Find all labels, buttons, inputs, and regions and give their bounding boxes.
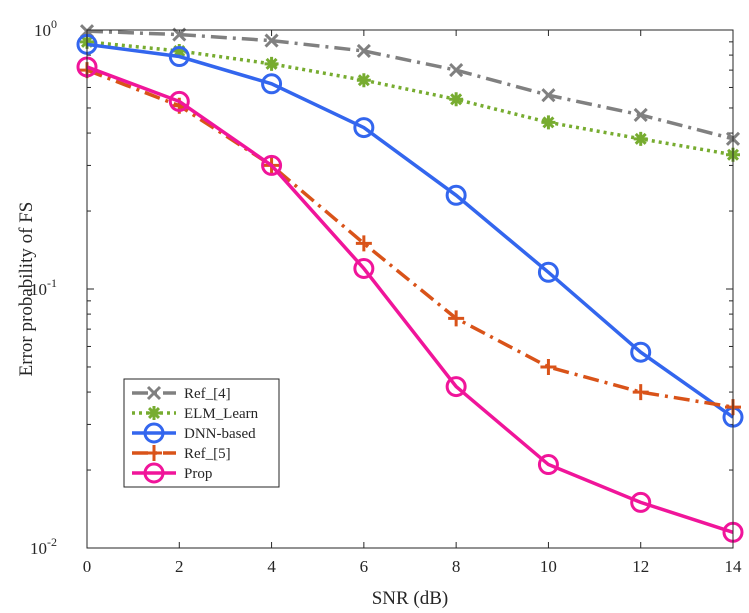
legend-marker xyxy=(146,445,162,461)
y-tick-label: 100 xyxy=(34,17,57,40)
data-point xyxy=(356,43,371,59)
plot-frame xyxy=(86,29,734,549)
legend-marker xyxy=(147,406,161,420)
series-line xyxy=(86,65,734,534)
data-point xyxy=(353,257,375,279)
data-point xyxy=(449,63,464,78)
legend-marker xyxy=(146,385,162,401)
x-tick-label: 0 xyxy=(83,557,92,576)
legend: Ref_[4] ELM_Learn DNN-based Ref_[5] Prop xyxy=(123,378,280,488)
legend-marker xyxy=(143,462,165,484)
data-point xyxy=(537,261,559,283)
data-point xyxy=(264,33,279,48)
x-tick-label: 12 xyxy=(632,557,649,576)
y-tick-label: 10-2 xyxy=(30,535,57,558)
series-2 xyxy=(76,33,744,428)
data-point xyxy=(261,73,283,95)
legend-label: Ref_[4] xyxy=(184,386,231,402)
x-tick-label: 10 xyxy=(540,557,557,576)
data-point xyxy=(356,73,371,88)
data-point xyxy=(540,358,557,375)
series-4 xyxy=(76,56,744,543)
legend-marker xyxy=(143,422,165,444)
tick-labels: 0 2 4 6 8 10 12 14 100 10-1 10-2 xyxy=(30,17,742,576)
series-line xyxy=(86,29,734,141)
y-tick-label: 10-1 xyxy=(30,276,57,299)
data-point xyxy=(632,384,649,401)
data-point xyxy=(168,90,190,112)
data-point xyxy=(445,376,467,398)
y-axis-label: Error probability of FS xyxy=(16,202,37,377)
data-point xyxy=(168,46,190,68)
x-tick-label: 6 xyxy=(360,557,369,576)
x-tick-label: 4 xyxy=(267,557,276,576)
data-point xyxy=(264,56,279,71)
data-point xyxy=(449,92,464,107)
data-point xyxy=(448,310,465,327)
x-tick-label: 8 xyxy=(452,557,461,576)
x-axis-label: SNR (dB) xyxy=(372,588,449,609)
data-point xyxy=(630,341,652,363)
data-point xyxy=(630,491,652,513)
legend-label: DNN-based xyxy=(184,426,256,442)
legend-label: Prop xyxy=(184,466,212,482)
data-point xyxy=(261,154,283,176)
data-point xyxy=(353,117,375,139)
data-point xyxy=(172,27,187,42)
data-point xyxy=(537,454,559,476)
data-point xyxy=(172,43,187,58)
legend-label: Ref_[5] xyxy=(184,446,231,462)
series-0 xyxy=(79,24,741,146)
series-line xyxy=(86,68,734,409)
x-tick-label: 2 xyxy=(175,557,184,576)
data-point xyxy=(541,88,556,103)
series-line xyxy=(86,42,735,419)
legend-label: ELM_Learn xyxy=(184,406,259,422)
data-point xyxy=(445,184,467,206)
series-line xyxy=(86,40,734,157)
data-point xyxy=(633,107,648,122)
data-point xyxy=(541,115,556,130)
data-point xyxy=(355,235,372,252)
x-tick-label: 14 xyxy=(725,557,743,576)
data-point xyxy=(633,131,648,146)
